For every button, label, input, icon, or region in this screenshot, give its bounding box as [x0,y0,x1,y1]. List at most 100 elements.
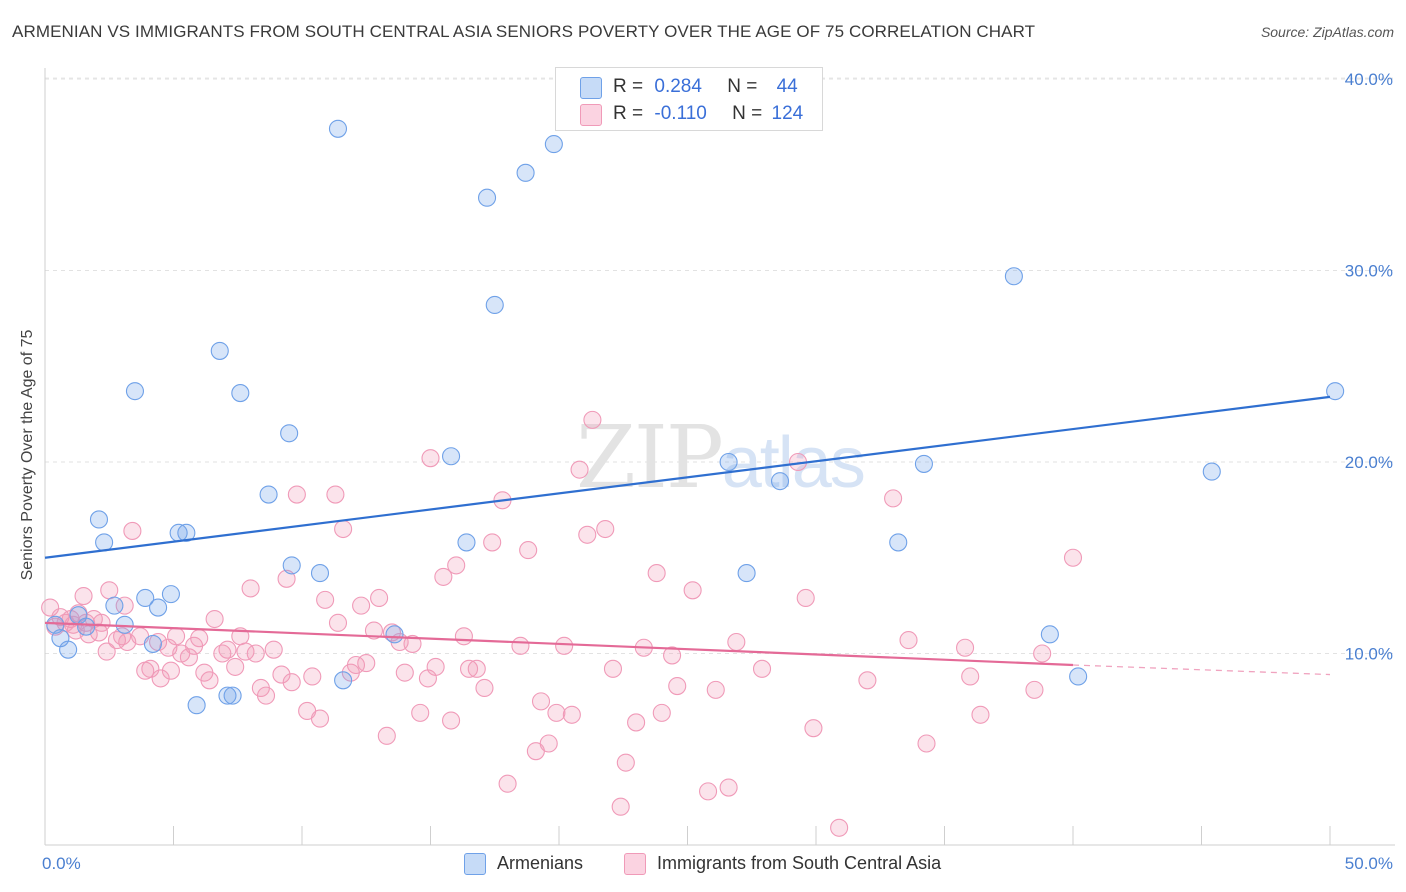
immigrants-point [752,659,772,678]
y-tick-label: 30.0% [1345,262,1393,281]
immigrants-point [706,680,725,699]
immigrants-point [578,525,597,544]
armenians-point [282,556,301,575]
armenians-point [1202,462,1221,481]
immigrants-point [1025,680,1044,699]
x-tick-label: 0.0% [42,854,81,873]
immigrants-point [804,719,823,738]
immigrants-point [326,485,345,504]
armenians-point [187,696,206,715]
immigrants-point [395,663,414,682]
immigrants-point [411,703,430,722]
immigrants-point [205,609,224,629]
immigrants-point [917,734,936,753]
armenians-point [46,615,65,634]
immigrants-point [246,644,265,663]
immigrants-point [519,541,538,560]
armenians-point [485,295,504,315]
immigrants-point [442,711,461,730]
armenians-point [442,447,461,466]
immigrants-point [113,627,132,646]
immigrants-point [454,627,473,646]
immigrants-point [498,774,517,793]
armenians-point [210,341,229,360]
immigrants-point [884,489,903,508]
immigrants-point [434,567,453,586]
immigrants-point [282,673,301,692]
immigrants-point [377,726,396,745]
immigrants-point [226,657,245,676]
immigrants-point [683,581,702,600]
legend-swatch-armenians [580,77,602,99]
armenians-point [89,510,109,529]
immigrants-point [719,778,738,797]
legend-r-label: R = [613,76,644,97]
immigrants-point [727,632,746,652]
armenians-trend-line [44,395,1331,559]
immigrants-point [961,667,980,686]
x-tick-label: 50.0% [1345,854,1393,873]
legend-r-label: R = [613,103,644,124]
immigrants-point [570,460,589,479]
immigrants-point [334,519,353,539]
armenians-point [115,615,134,634]
y-tick-label: 40.0% [1345,70,1393,89]
chart-title: ARMENIAN VS IMMIGRANTS FROM SOUTH CENTRA… [12,22,1036,41]
armenians-point [310,564,330,583]
legend-r-value: -0.110 [654,103,707,124]
armenians-point [223,686,242,705]
armenians-point [477,188,497,207]
immigrants-point [796,588,815,608]
armenians-point [889,533,908,552]
immigrants-point [316,590,335,609]
armenians-point [737,564,756,583]
immigrants-point [123,521,142,540]
bottom-legend-label-immigrants: Immigrants from South Central Asia [657,853,942,873]
immigrants-point [310,709,330,728]
immigrants-point [459,659,479,678]
immigrants-point [167,627,186,646]
armenians-point [95,533,114,552]
y-tick-label: 20.0% [1345,453,1393,472]
immigrants-point [483,533,502,552]
gridlines [45,77,1395,654]
armenians-point [914,454,933,473]
correlation-legend: R = 0.284 N = 44 R = -0.110 N = 124 [555,67,823,131]
immigrants-point [256,686,276,705]
immigrants-point [403,634,422,653]
immigrants-point [92,613,111,632]
immigrants-point [200,671,219,690]
bottom-legend-swatch-armenians [464,853,486,875]
immigrants-point [562,705,581,724]
immigrants-point [447,556,466,575]
armenians-point [385,625,404,644]
immigrants-point [858,671,877,690]
armenians-point [161,585,180,604]
immigrants-point [1033,644,1052,663]
immigrants-point [511,636,530,655]
armenians-point [770,472,790,491]
armenians-point [328,119,348,138]
immigrants-point [1063,548,1083,567]
armenians-point [1069,667,1088,686]
armenians-point [516,163,535,182]
immigrants-point [287,485,306,504]
immigrants-point [611,797,630,816]
armenians-point [334,671,353,690]
immigrants-point [190,629,209,648]
y-tick-label: 10.0% [1345,645,1393,664]
immigrants-point [272,665,291,684]
armenians-point [1040,625,1059,644]
legend-r-value: 0.284 [654,76,702,97]
armenians-point [1326,382,1345,401]
tick-labels: 10.0% 20.0% 30.0% 40.0% 0.0% 50.0% [42,70,1393,873]
immigrants-point [352,596,371,615]
immigrants-point [699,782,718,801]
immigrants-point [179,648,198,667]
immigrants-trend-line [44,621,1074,667]
immigrants-point [830,818,849,837]
bottom-legend-label-armenians: Armenians [497,853,584,873]
immigrants-point [364,621,384,640]
armenians-points [46,119,1345,715]
armenians-point [77,617,96,636]
